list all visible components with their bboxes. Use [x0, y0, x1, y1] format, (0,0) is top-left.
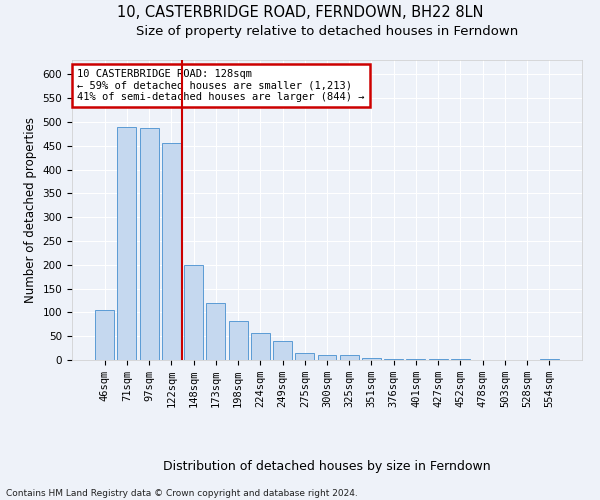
Bar [140, 128, 158, 360]
Title: Size of property relative to detached houses in Ferndown: Size of property relative to detached ho… [136, 25, 518, 38]
Text: Contains HM Land Registry data © Crown copyright and database right 2024.: Contains HM Land Registry data © Crown c… [6, 488, 358, 498]
Y-axis label: Number of detached properties: Number of detached properties [24, 117, 37, 303]
Bar [429, 359, 448, 360]
Bar [295, 353, 314, 360]
Bar [406, 359, 425, 360]
Text: 10 CASTERBRIDGE ROAD: 128sqm
← 59% of detached houses are smaller (1,213)
41% of: 10 CASTERBRIDGE ROAD: 128sqm ← 59% of de… [77, 69, 365, 102]
Bar [162, 144, 181, 360]
Bar [273, 341, 292, 360]
Bar [384, 358, 403, 360]
Bar [540, 359, 559, 360]
X-axis label: Distribution of detached houses by size in Ferndown: Distribution of detached houses by size … [163, 460, 491, 473]
Bar [184, 265, 203, 360]
Bar [340, 355, 359, 360]
Bar [95, 310, 114, 360]
Bar [229, 321, 248, 360]
Bar [251, 334, 270, 360]
Bar [362, 358, 381, 360]
Bar [206, 303, 225, 360]
Text: 10, CASTERBRIDGE ROAD, FERNDOWN, BH22 8LN: 10, CASTERBRIDGE ROAD, FERNDOWN, BH22 8L… [117, 5, 483, 20]
Bar [451, 359, 470, 360]
Bar [317, 355, 337, 360]
Bar [118, 126, 136, 360]
